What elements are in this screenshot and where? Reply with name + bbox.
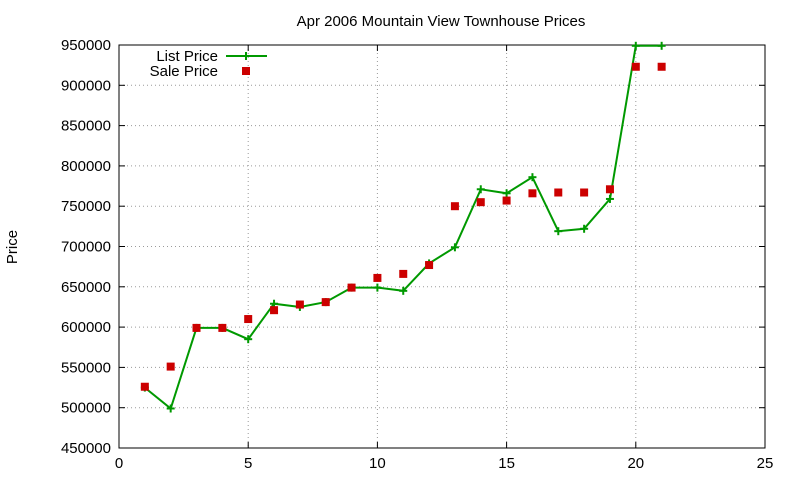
sale-price-series (140, 62, 666, 391)
sale-price-point (192, 323, 201, 332)
legend-label-list-price: List Price (156, 48, 218, 65)
y-tick-label: 800000 (61, 158, 111, 175)
sale-price-point (218, 323, 227, 332)
y-tick-label: 450000 (61, 440, 111, 457)
sale-price-point (554, 188, 563, 197)
sale-price-point (657, 62, 666, 71)
sale-price-point (450, 202, 459, 211)
y-tick-label: 700000 (61, 239, 111, 256)
list-price-point (399, 286, 408, 295)
list-price-point (605, 194, 614, 203)
axes: 450000 500000 550000 600000 650000 700000 7500… (61, 37, 773, 472)
sale-price-point (244, 315, 253, 324)
sale-price-point (528, 189, 537, 198)
y-tick-label: 600000 (61, 319, 111, 336)
list-price-point (554, 227, 563, 236)
sale-price-point (605, 185, 614, 194)
x-tick-label: 15 (498, 455, 515, 472)
y-axis-label: Price (4, 230, 21, 264)
list-price-point (373, 283, 382, 292)
list-price-point (450, 243, 459, 252)
sale-price-point (347, 283, 356, 292)
sale-price-point (140, 382, 149, 391)
y-tick-label: 850000 (61, 118, 111, 135)
series (140, 41, 666, 413)
legend-marker-list-price (242, 52, 250, 60)
list-price-point (476, 185, 485, 194)
sale-price-point (270, 306, 279, 315)
list-price-series (140, 41, 666, 413)
grid (119, 45, 765, 448)
sale-price-point (425, 261, 434, 270)
x-tick-label: 20 (627, 455, 644, 472)
y-tick-label: 650000 (61, 279, 111, 296)
list-price-point (528, 173, 537, 182)
y-tick-label: 900000 (61, 77, 111, 94)
list-price-point (580, 224, 589, 233)
x-tick-label: 0 (115, 455, 123, 472)
y-tick-label: 550000 (61, 359, 111, 376)
list-price-point (657, 41, 666, 50)
legend-marker-sale-price (242, 67, 250, 75)
x-tick-label: 10 (369, 455, 386, 472)
chart-title: Apr 2006 Mountain View Townhouse Prices (297, 13, 586, 30)
list-price-point (631, 41, 640, 50)
sale-price-point (321, 298, 330, 307)
sale-price-point (502, 196, 511, 205)
sale-price-point (166, 362, 175, 371)
sale-price-point (295, 300, 304, 309)
list-price-point (502, 189, 511, 198)
sale-price-point (476, 198, 485, 207)
x-tick-label: 25 (757, 455, 774, 472)
x-tick-label: 5 (244, 455, 252, 472)
y-tick-label: 500000 (61, 400, 111, 417)
list-price-point (244, 335, 253, 344)
sale-price-point (580, 188, 589, 197)
sale-price-point (631, 62, 640, 71)
y-tick-label: 950000 (61, 37, 111, 54)
sale-price-point (399, 269, 408, 278)
sale-price-point (373, 273, 382, 282)
y-tick-label: 750000 (61, 198, 111, 215)
list-price-point (166, 404, 175, 413)
legend-label-sale-price: Sale Price (150, 63, 218, 80)
